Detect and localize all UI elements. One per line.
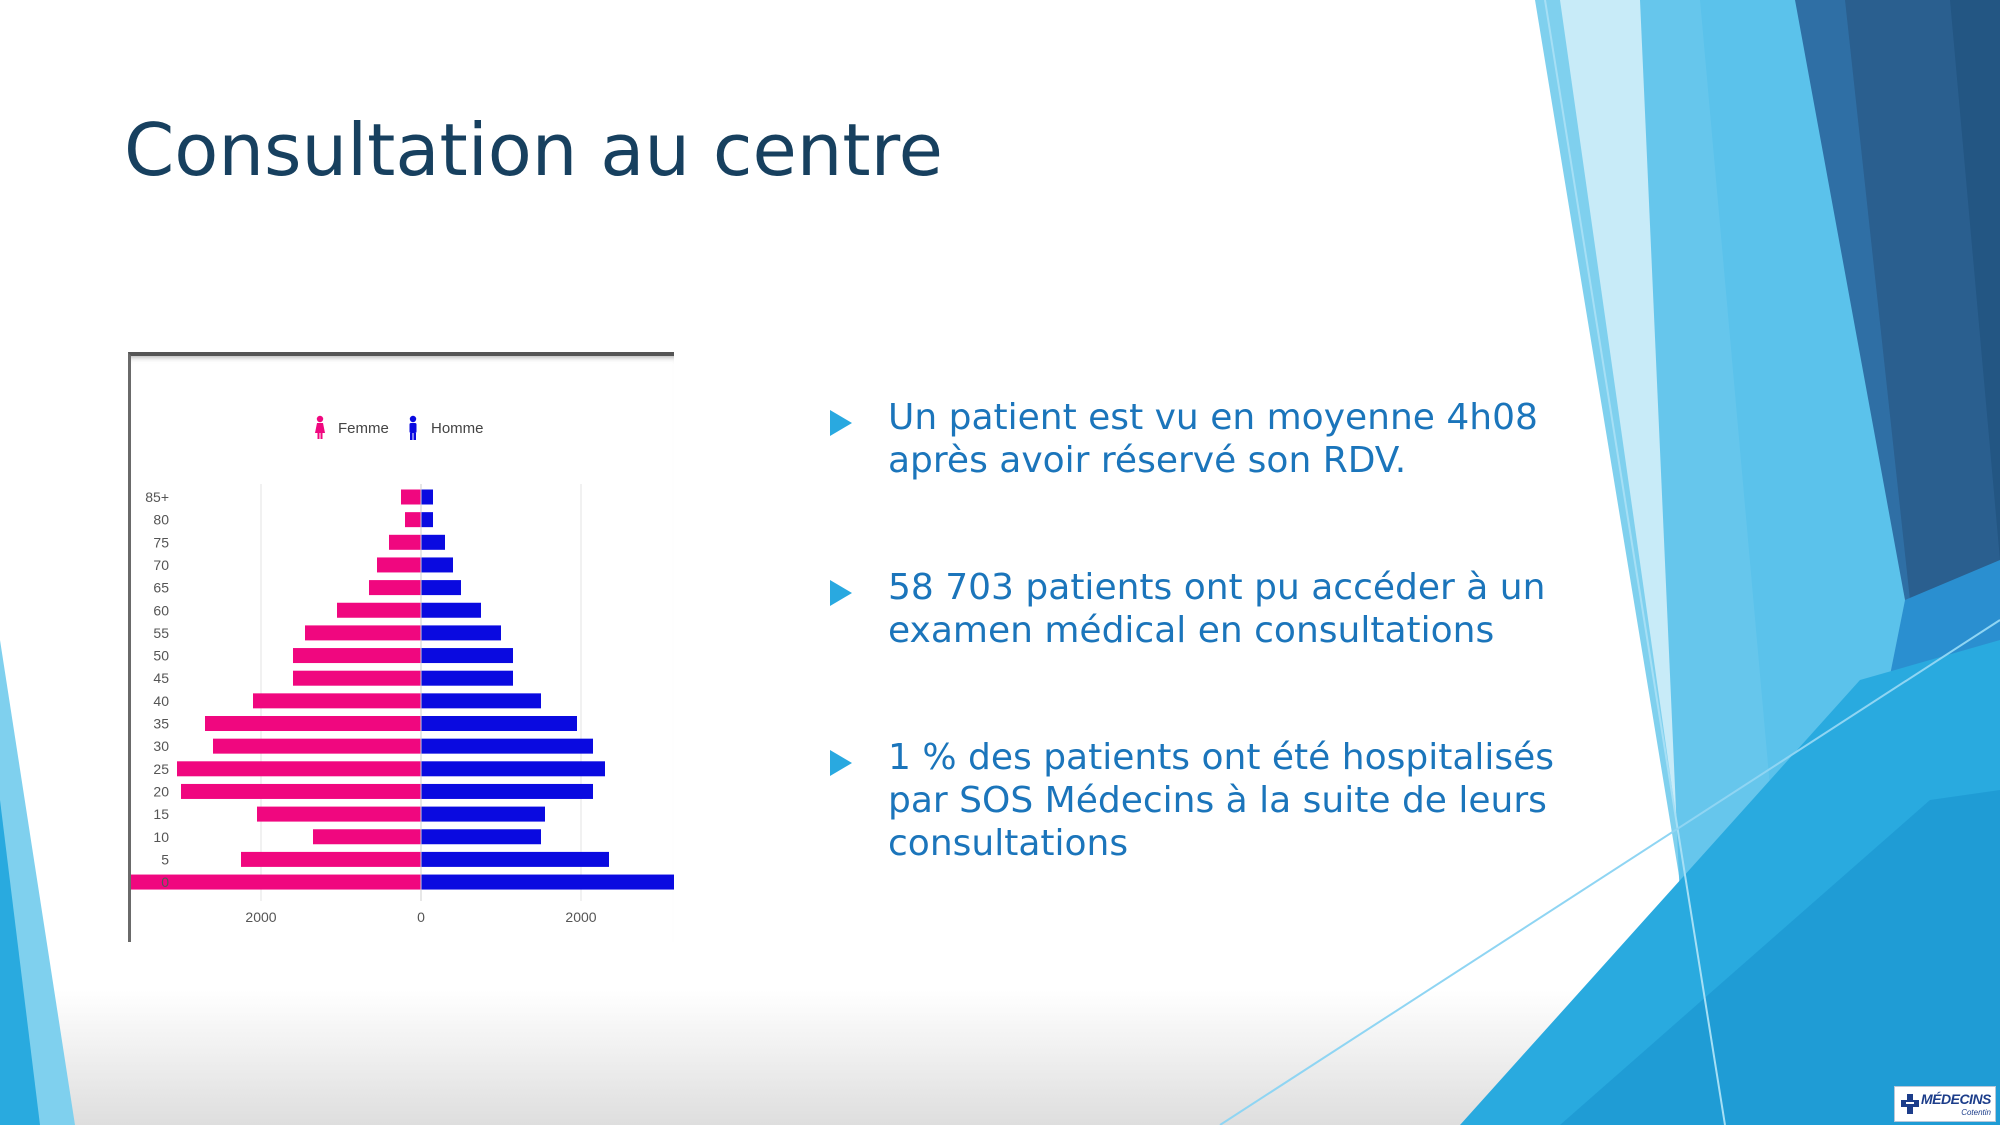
- y-tick-label: 50: [153, 648, 169, 664]
- bar-femme: [213, 738, 421, 754]
- bar-homme: [421, 557, 453, 573]
- bar-homme: [421, 625, 501, 641]
- y-tick-label: 5: [161, 851, 169, 867]
- bar-femme: [293, 648, 421, 664]
- bar-femme: [305, 625, 421, 641]
- x-tick-label: 0: [417, 909, 425, 925]
- bar-homme: [421, 829, 541, 845]
- bar-homme: [421, 783, 593, 799]
- bar-homme: [421, 580, 461, 596]
- legend-label-homme: Homme: [431, 420, 484, 437]
- bar-homme: [421, 648, 513, 664]
- slide-title: Consultation au centre: [124, 108, 943, 192]
- bar-femme: [389, 534, 421, 550]
- bar-homme: [421, 806, 545, 822]
- bar-femme: [369, 580, 421, 596]
- bar-femme: [337, 602, 421, 618]
- population-pyramid-chart: Femme Homme 85+ 80 75 70 65 60 55 50 45 40 35 30 25 20…: [128, 352, 674, 942]
- chart-x-labels: 600040002000020004000600: [245, 909, 596, 925]
- y-tick-label: 15: [153, 806, 169, 822]
- bar-homme: [421, 670, 513, 686]
- bar-femme: [241, 851, 421, 867]
- bullet-text: Un patient est vu en moyenne 4h08 après …: [888, 397, 1538, 481]
- bar-femme: [177, 761, 421, 777]
- bar-homme: [421, 512, 433, 528]
- bullet-item: Un patient est vu en moyenne 4h08 après …: [830, 396, 1568, 482]
- bar-homme: [421, 761, 605, 777]
- logo-subtext: Cotentin: [1961, 1108, 1991, 1117]
- y-tick-label: 70: [153, 557, 169, 573]
- bar-femme: [253, 693, 421, 709]
- x-tick-label: 2000: [565, 909, 596, 925]
- sos-medecins-logo: MÉDECINS Cotentin: [1894, 1086, 1996, 1122]
- bar-femme: [181, 783, 421, 799]
- y-tick-label: 30: [153, 738, 169, 754]
- medical-cross-icon: [1901, 1094, 1919, 1114]
- bullet-item: 58 703 patients ont pu accéder à un exam…: [830, 566, 1568, 652]
- male-icon: [409, 415, 417, 440]
- bar-homme: [421, 489, 433, 505]
- y-tick-label: 75: [153, 534, 169, 550]
- bar-homme: [421, 534, 445, 550]
- bar-femme: [293, 670, 421, 686]
- bullet-text: 1 % des patients ont été hospitalisés pa…: [888, 737, 1555, 864]
- chart-svg: Femme Homme 85+80757065605550454035302520…: [131, 415, 674, 925]
- triangle-right-icon: [830, 410, 852, 436]
- deco-left-wedge-dark: [0, 800, 40, 1125]
- y-tick-label: 40: [153, 693, 169, 709]
- bar-homme: [421, 602, 481, 618]
- y-tick-label: 10: [153, 829, 169, 845]
- y-tick-label: 20: [153, 783, 169, 799]
- bullet-item: 1 % des patients ont été hospitalisés pa…: [830, 736, 1568, 865]
- bar-femme: [377, 557, 421, 573]
- y-tick-label: 80: [153, 512, 169, 528]
- bar-homme: [421, 738, 593, 754]
- bar-femme: [313, 829, 421, 845]
- bar-femme: [401, 489, 421, 505]
- bar-femme: [405, 512, 421, 528]
- bar-homme: [421, 874, 674, 890]
- deco-line: [1544, 0, 1726, 1125]
- y-tick-label: 25: [153, 761, 169, 777]
- y-tick-label: 35: [153, 716, 169, 732]
- bar-homme: [421, 716, 577, 731]
- bar-femme: [257, 806, 421, 822]
- bar-homme: [421, 851, 609, 867]
- deco-line: [1219, 619, 2000, 1125]
- y-tick-label: 85+: [145, 489, 169, 505]
- bullet-text: 58 703 patients ont pu accéder à un exam…: [888, 567, 1546, 651]
- x-tick-label: 2000: [245, 909, 276, 925]
- legend-label-femme: Femme: [338, 420, 389, 437]
- deco-panel-mid: [1560, 790, 2000, 1125]
- bar-femme: [205, 716, 421, 731]
- deco-panel-navy: [1950, 0, 2000, 560]
- bar-femme: [131, 874, 421, 890]
- y-tick-label: 45: [153, 670, 169, 686]
- y-tick-label: 65: [153, 580, 169, 596]
- y-tick-label: 55: [153, 625, 169, 641]
- bar-homme: [421, 693, 541, 709]
- deco-panel-dark: [1845, 0, 2000, 650]
- logo-text: MÉDECINS: [1921, 1091, 1991, 1107]
- chart-legend: Femme Homme: [315, 415, 484, 440]
- triangle-right-icon: [830, 580, 852, 606]
- chart-bars: [131, 484, 674, 901]
- female-icon: [315, 415, 325, 439]
- y-tick-label: 60: [153, 602, 169, 618]
- triangle-right-icon: [830, 750, 852, 776]
- y-tick-label: 0: [161, 874, 169, 890]
